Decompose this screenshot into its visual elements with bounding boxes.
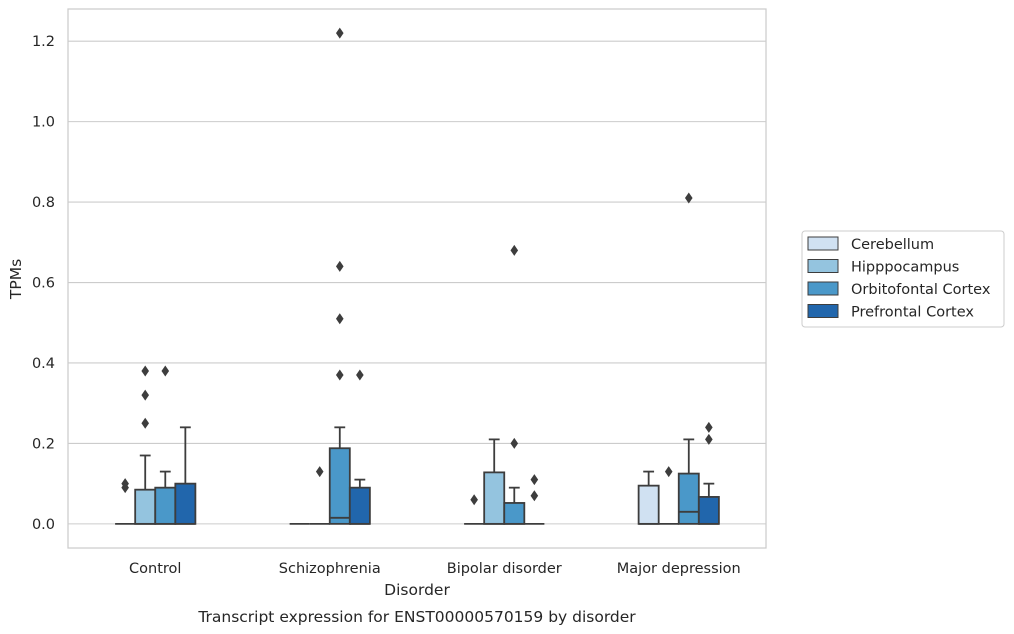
outlier-point <box>705 433 713 445</box>
box-body <box>503 502 526 525</box>
category-group <box>289 27 371 525</box>
outlier-point <box>335 27 344 39</box>
box-body <box>328 447 351 525</box>
outlier-point <box>315 466 324 478</box>
box <box>677 192 700 525</box>
outlier-point <box>121 478 129 490</box>
box <box>115 478 136 525</box>
y-tick-labels: 0.0 0.2 0.4 0.6 0.8 1.0 1.2 <box>32 34 55 533</box>
box <box>464 494 485 525</box>
box-body <box>154 486 177 525</box>
y-axis-title: TPMs <box>7 259 25 300</box>
box-body <box>637 484 660 525</box>
box <box>134 365 157 525</box>
x-tick-label: Control <box>129 561 181 577</box>
outlier-point <box>141 417 150 429</box>
box-body <box>348 486 371 525</box>
grid-lines <box>68 40 766 525</box>
box-body <box>697 496 720 525</box>
outlier-point <box>161 365 170 377</box>
outlier-point <box>510 244 519 256</box>
outlier-point <box>141 389 150 401</box>
outlier-point <box>530 490 539 502</box>
y-tick-label: 0.8 <box>32 195 55 211</box>
legend-frame <box>801 230 1005 328</box>
legend-label: Hipppocampus <box>851 260 959 276</box>
legend-swatch <box>807 281 839 296</box>
legend-label: Prefrontal Cortex <box>851 305 974 321</box>
box-groups <box>115 27 720 525</box>
box <box>174 426 197 525</box>
category-group <box>637 192 720 525</box>
y-tick-label: 0.2 <box>32 436 55 452</box>
legend-label: Orbitofontal Cortex <box>851 282 991 298</box>
outlier-point <box>335 369 344 381</box>
y-tick-label: 1.0 <box>32 115 55 131</box>
y-tick-label: 1.2 <box>32 34 55 50</box>
legend: Cerebellum Hipppocampus Orbitofontal Corte… <box>801 230 1005 328</box>
box <box>524 474 545 525</box>
box <box>483 438 506 525</box>
box <box>637 470 660 525</box>
plot-frame <box>67 8 767 549</box>
outlier-point <box>356 369 364 381</box>
box-body <box>174 482 197 525</box>
x-tick-label: Schizophrenia <box>279 561 381 577</box>
box <box>348 369 371 525</box>
y-tick-label: 0.0 <box>32 517 55 533</box>
legend-swatch <box>807 259 839 273</box>
y-tick-label: 0.6 <box>32 276 55 292</box>
box <box>697 421 720 525</box>
outlier-point <box>510 437 519 449</box>
outlier-point <box>705 421 713 433</box>
x-tick-labels: Control Schizophrenia Bipolar disorder Majo… <box>129 561 741 577</box>
x-tick-label: Major depression <box>617 561 741 577</box>
y-tick-label: 0.4 <box>32 356 55 372</box>
outlier-point <box>664 466 673 478</box>
outlier-point <box>335 313 344 325</box>
x-axis-title: Disorder <box>384 581 450 599</box>
box-body <box>677 472 700 525</box>
outlier-point <box>470 494 478 506</box>
category-group <box>464 244 545 525</box>
legend-swatch <box>807 304 839 318</box>
box-body <box>134 488 157 525</box>
x-tick-label: Bipolar disorder <box>447 561 562 577</box>
box <box>503 244 526 525</box>
category-group <box>115 365 197 525</box>
chart-caption: Transcript expression for ENST0000057015… <box>197 608 636 626</box>
legend-label: Cerebellum <box>851 237 934 253</box>
box <box>309 466 330 525</box>
box <box>658 466 679 525</box>
legend-swatch <box>807 236 839 251</box>
outlier-point <box>141 365 150 377</box>
outlier-point <box>530 474 539 486</box>
box-body <box>483 471 506 525</box>
box <box>154 365 177 525</box>
box <box>328 27 351 525</box>
outlier-point <box>684 192 693 204</box>
outlier-point <box>335 260 344 272</box>
